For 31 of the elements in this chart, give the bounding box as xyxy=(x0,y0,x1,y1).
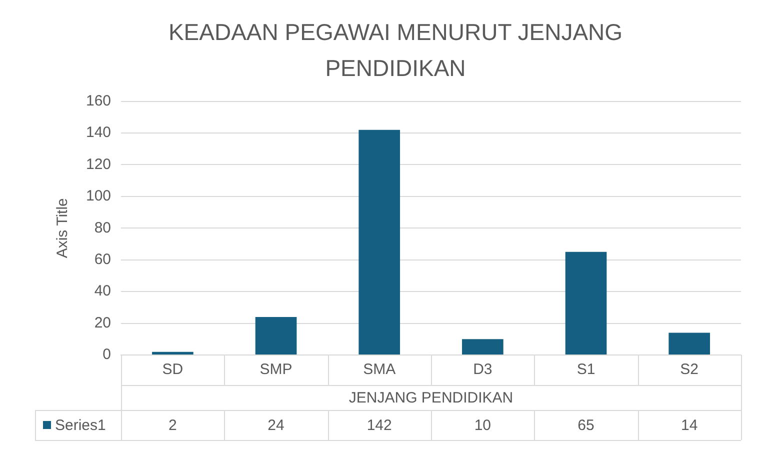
data-label: 14 xyxy=(680,417,698,434)
data-label: 2 xyxy=(168,417,177,434)
x-tick-label: D3 xyxy=(473,361,492,378)
x-tick-label: SMA xyxy=(363,361,396,378)
bar xyxy=(255,316,297,354)
x-axis-title: JENJANG PENDIDIKAN xyxy=(348,390,514,407)
x-tick-label: SMP xyxy=(260,361,292,378)
data-label: 10 xyxy=(474,417,492,434)
chart-title: KEADAAN PEGAWAI MENURUT JENJANG PENDIDIKAN xyxy=(168,19,623,81)
bar xyxy=(358,130,400,354)
data-label: 142 xyxy=(366,417,392,434)
data-label: 24 xyxy=(268,417,284,434)
bar xyxy=(152,352,194,354)
x-tick-label: S1 xyxy=(576,361,596,378)
y-axis-title: Axis Title xyxy=(54,198,72,258)
bar xyxy=(565,252,607,354)
x-tick-label: S2 xyxy=(680,361,699,378)
x-tick-label: SD xyxy=(162,361,184,378)
y-tick-label: 100 xyxy=(86,188,112,205)
y-tick-label: 80 xyxy=(94,219,112,236)
y-tick-label: 20 xyxy=(94,314,112,332)
y-tick-label: 60 xyxy=(94,251,112,268)
legend-label: Series1 xyxy=(55,417,106,434)
bar xyxy=(668,332,710,354)
y-tick-label: 0 xyxy=(102,346,112,364)
y-tick-label: 160 xyxy=(86,92,112,110)
y-tick-label: 140 xyxy=(86,124,112,142)
y-tick-label: 120 xyxy=(86,156,112,173)
data-label: 65 xyxy=(578,417,594,434)
y-tick-label: 40 xyxy=(94,282,112,300)
bar xyxy=(462,339,504,354)
